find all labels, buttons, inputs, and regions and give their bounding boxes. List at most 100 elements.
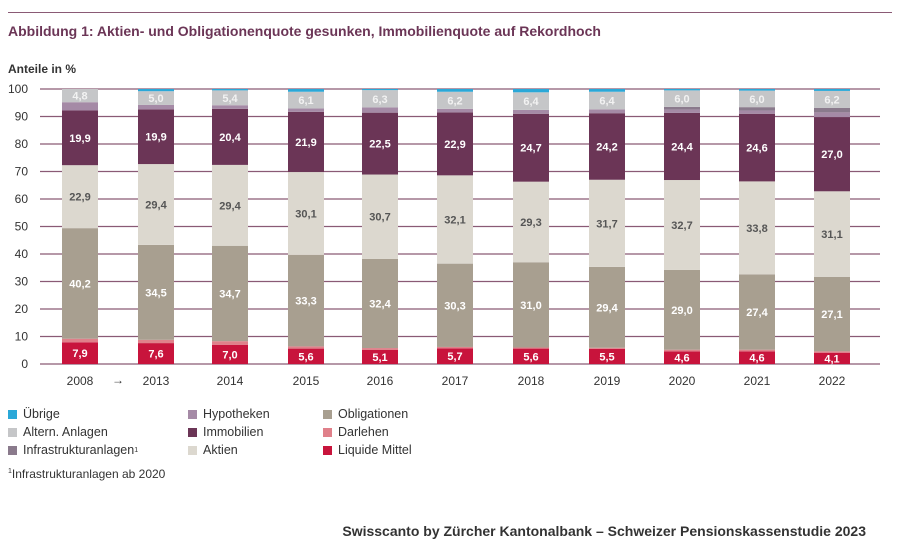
bar-segment [138,109,174,165]
data-label: 7,6 [148,349,163,361]
data-label: 6,2 [447,95,462,107]
data-label: 4,6 [749,353,764,365]
y-axis-label: Anteile in % [8,62,77,76]
bar-segment [362,112,398,175]
legend-label: Immobilien [203,425,264,439]
gap-arrow-icon: → [112,373,124,387]
bar-segment [288,348,324,364]
data-label: 24,6 [746,143,767,155]
bar-segment [62,228,98,339]
x-tick-label: 2022 [819,374,846,388]
y-tick-label: 20 [15,302,29,316]
y-tick-label: 50 [15,220,29,234]
data-label: 24,2 [596,141,617,153]
bar-segment [362,258,398,349]
bar-segment [664,90,700,107]
bar-segment [437,89,473,92]
legend-item: Liquide Mittel [323,443,412,457]
data-label: 6,4 [523,96,539,108]
legend-label: Aktien [203,443,238,457]
data-label: 6,3 [372,94,387,106]
x-tick-label: 2008 [67,374,94,388]
bar-segment [814,90,850,108]
legend-label: Infrastrukturanlagen [23,443,135,457]
bar-segment [513,262,549,348]
legend-label: Hypotheken [203,407,270,421]
bar-segment [739,181,775,275]
bar-segment [664,269,700,350]
data-label: 6,0 [674,94,689,106]
data-label: 4,1 [824,353,839,365]
legend-label: Liquide Mittel [338,443,412,457]
bar-segment [739,90,775,108]
y-tick-label: 60 [15,192,29,206]
legend-swatch [188,427,197,437]
legend-label: Darlehen [338,425,389,439]
bar-segment [513,113,549,182]
bar-segment [288,91,324,109]
data-label: 6,2 [824,94,839,106]
data-label: 29,4 [596,302,618,314]
bar-segment [814,107,850,113]
bar-segment [62,338,98,343]
bar-segment [814,351,850,353]
bar-segment [589,266,625,348]
bar-segment [664,180,700,270]
bar-segment [62,102,98,111]
bar-segment [362,107,398,113]
data-label: 27,1 [821,309,842,321]
bar-segment [513,348,549,364]
data-label: 40,2 [69,278,90,290]
bar-segment [513,181,549,263]
bar-segment [437,112,473,176]
bar-segment [589,113,625,180]
bar-segment [664,106,700,110]
x-tick-label: 2019 [594,374,621,388]
bar-segment [362,89,398,91]
data-label: 7,0 [222,349,237,361]
y-tick-label: 90 [15,110,29,124]
bar-segment [288,111,324,173]
footnote-text: Infrastrukturanlagen ab 2020 [11,467,166,481]
bar-segment [814,191,850,277]
data-label: 32,4 [369,299,391,311]
data-label: 19,9 [145,132,166,144]
bar-segment [288,172,324,255]
bar-segment [437,91,473,109]
bar-segment [437,346,473,349]
footnote: 1Infrastrukturanlagen ab 2020 [8,467,165,481]
data-label: 21,9 [295,137,316,149]
footnote-mark: 1 [8,468,12,475]
bar-segment [814,276,850,352]
data-label: 20,4 [219,132,241,144]
bar-segment [138,339,174,344]
bar-segment [362,90,398,108]
data-label: 34,5 [145,287,166,299]
bar-segment [212,108,248,165]
x-tick-label: 2017 [442,374,469,388]
bar-segment [288,254,324,347]
data-label: 5,5 [599,351,614,363]
bar-segment [513,109,549,114]
bar-segment [513,89,549,93]
data-label: 32,7 [671,220,692,232]
y-tick-label: 10 [15,330,29,344]
x-tick-label: 2016 [367,374,394,388]
bar-segment [212,344,248,364]
data-label: 4,8 [72,91,87,103]
data-label: 5,6 [298,351,313,363]
data-label: 6,4 [599,96,615,108]
bar-segment [814,89,850,91]
data-label: 31,1 [821,229,842,241]
bar-segment [739,349,775,352]
y-tick-label: 0 [21,357,28,371]
bar-segment [437,108,473,113]
data-label: 31,0 [520,300,541,312]
bar-segment [814,112,850,118]
bar-segment [589,91,625,110]
bar-segment [212,105,248,109]
bar-segment [212,341,248,345]
bar-segment [138,343,174,364]
data-label: 5,1 [372,352,387,364]
bar-segment [362,348,398,350]
